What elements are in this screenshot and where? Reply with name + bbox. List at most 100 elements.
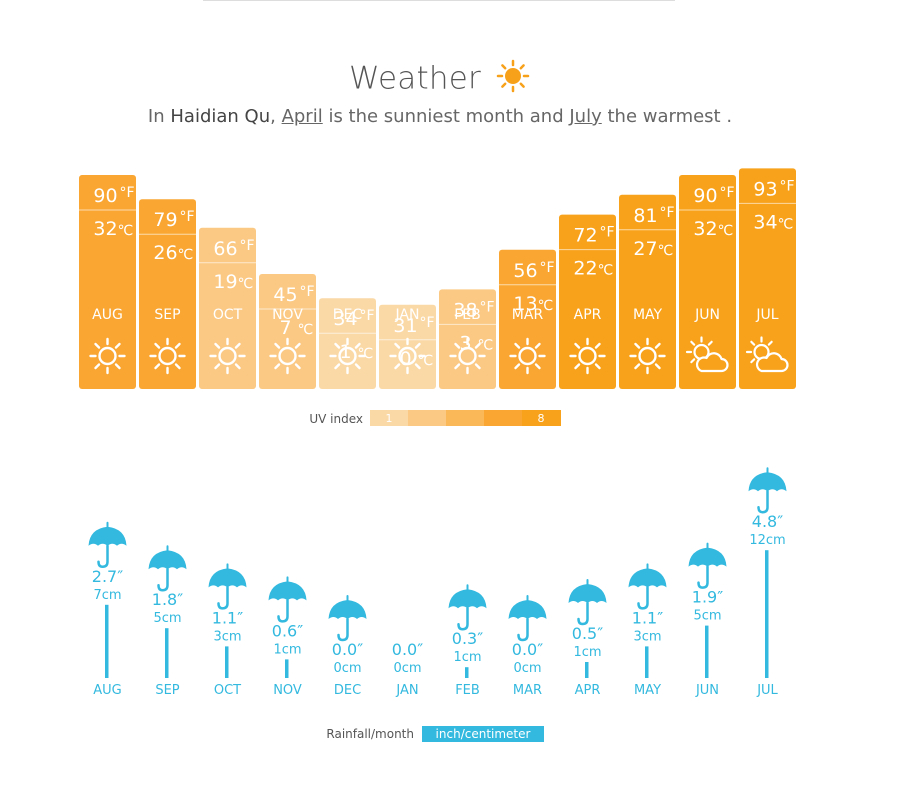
sun-ray — [294, 342, 301, 349]
sun-ray — [654, 363, 661, 370]
partly-cloudy-icon — [745, 336, 789, 373]
temp-column: 34 °F 1 ℃ DEC — [319, 298, 376, 389]
umbrella-icon — [268, 576, 307, 623]
temp-c-unit: ℃ — [118, 223, 134, 239]
rain-inch-label: 1.8″ — [152, 590, 183, 609]
uv-high-label: 8 — [538, 412, 545, 425]
sun-ray — [214, 342, 221, 349]
umbrella-handle — [757, 489, 769, 514]
rain-cm-label: 3cm — [213, 629, 241, 644]
temp-bar — [559, 214, 616, 389]
rain-cm-label: 0cm — [393, 661, 421, 676]
temp-c-unit: ℃ — [658, 243, 674, 259]
sun-ray — [154, 363, 161, 370]
temp-f-label: 56 — [513, 260, 537, 282]
sun-icon — [269, 337, 306, 375]
umbrella-canopy — [508, 600, 547, 619]
sun-ray — [474, 363, 481, 370]
temp-f-unit: °F — [480, 299, 495, 315]
temp-f-label: 90 — [693, 185, 717, 207]
uv-swatch — [484, 410, 523, 426]
rain-legend: Rainfall/month inch/centimeter — [326, 726, 544, 742]
temp-month-label: DEC — [333, 307, 363, 323]
rain-cm-label: 0cm — [333, 661, 361, 676]
rain-month-label: AUG — [93, 683, 121, 698]
temp-c-unit: ℃ — [598, 263, 614, 279]
subtitle-comma: , — [270, 106, 282, 127]
uv-legend: UV index 1 8 — [309, 410, 561, 426]
sun-ray — [594, 342, 601, 349]
sun-core — [458, 346, 477, 366]
sun-icon — [329, 337, 366, 375]
temp-c-label: 19 — [213, 271, 237, 293]
temp-column: 66 °F 19 ℃ OCT — [199, 227, 256, 389]
umbrella-canopy — [148, 550, 187, 570]
rain-cm-label: 3cm — [633, 629, 661, 644]
sun-ray — [414, 363, 421, 370]
rain-bar — [645, 646, 649, 678]
sun-ray — [354, 342, 361, 349]
sun-ray — [707, 340, 713, 346]
sun-ray — [474, 342, 481, 349]
title-sun-icon — [495, 58, 531, 102]
sun-ray — [354, 363, 361, 370]
cloud-shape — [755, 352, 789, 373]
rain-bar — [765, 550, 769, 678]
sun-core — [278, 346, 297, 366]
rain-inch-label: 0.0″ — [512, 640, 543, 659]
rain-bar — [165, 628, 169, 678]
sun-ray — [574, 363, 581, 370]
rain-month-label: NOV — [273, 683, 302, 698]
sun-core — [518, 346, 537, 366]
rain-column: 1.8″ 5cm SEP — [148, 545, 187, 698]
temp-bar — [679, 175, 736, 389]
rain-inch-label: 0.0″ — [332, 640, 363, 659]
sun-ray — [334, 363, 341, 370]
uv-swatch — [522, 410, 561, 426]
temp-c-label: 7 — [279, 317, 291, 339]
sun-ray — [234, 342, 241, 349]
sun-ray — [767, 340, 773, 346]
sun-ray — [334, 342, 341, 349]
rain-month-label: MAY — [634, 683, 661, 698]
umbrella-handle — [697, 565, 709, 589]
top-divider — [203, 0, 675, 1]
sun-core — [578, 346, 597, 366]
sun-ray — [174, 342, 181, 349]
rain-month-label: JUL — [756, 683, 778, 698]
rain-inch-label: 0.3″ — [452, 629, 483, 648]
temp-c-label: 32 — [693, 218, 717, 240]
temp-bar — [79, 175, 136, 389]
temp-column: 79 °F 26 ℃ SEP — [139, 199, 196, 389]
rain-inch-label: 0.0″ — [392, 640, 423, 659]
sun-icon — [569, 337, 606, 375]
sun-ray — [174, 363, 181, 370]
rain-inch-label: 1.1″ — [632, 608, 663, 627]
rain-inch-label: 1.1″ — [212, 608, 243, 627]
rain-month-label: DEC — [334, 683, 361, 698]
sun-core — [398, 346, 417, 366]
rain-month-label: SEP — [155, 683, 179, 698]
sun-icon — [149, 337, 186, 375]
rain-bar — [225, 646, 229, 678]
sun-core — [218, 346, 237, 366]
temp-month-label: NOV — [272, 307, 303, 323]
umbrella-icon — [508, 595, 547, 642]
umbrella-canopy — [88, 526, 127, 546]
partly-cloudy-icon — [685, 336, 729, 373]
temp-f-label: 72 — [573, 225, 597, 247]
rain-inch-label: 0.6″ — [272, 621, 303, 640]
sun-ray — [514, 363, 521, 370]
temp-f-unit: °F — [720, 185, 735, 201]
rain-bar — [705, 625, 709, 678]
temp-month-label: FEB — [454, 307, 481, 323]
rain-column: 0.3″ 1cm FEB — [448, 584, 487, 698]
sun-ray — [154, 342, 161, 349]
sun-ray — [454, 342, 461, 349]
temp-month-label: OCT — [213, 307, 243, 323]
sun-ray — [654, 342, 661, 349]
sunniest-month: April — [281, 106, 323, 127]
sun-ray — [750, 340, 756, 346]
umbrella-canopy — [328, 600, 367, 619]
umbrella-icon — [568, 579, 607, 626]
